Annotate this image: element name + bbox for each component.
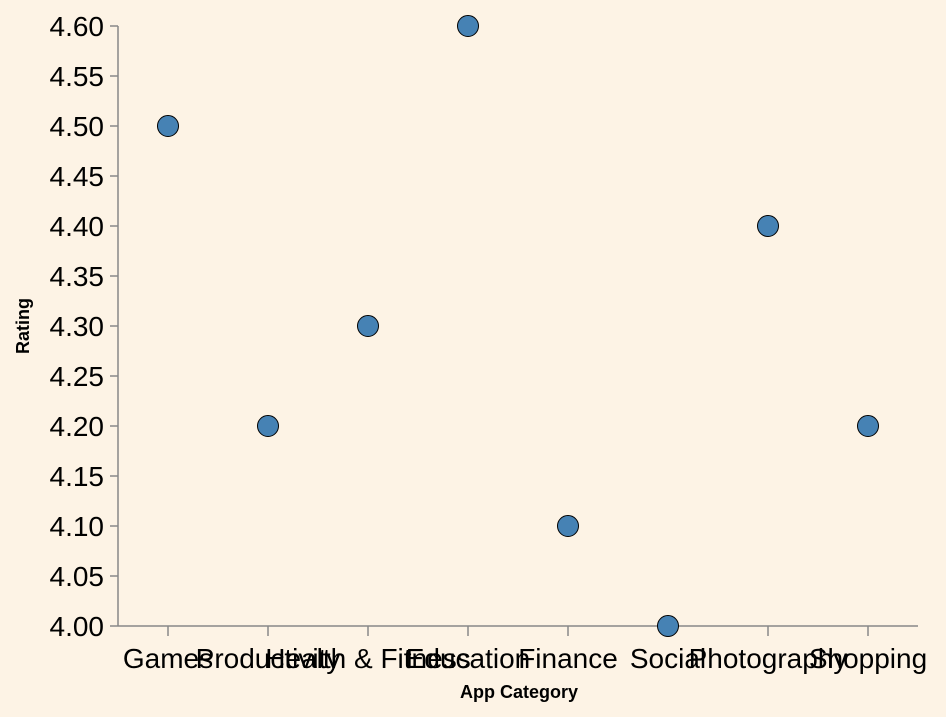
x-tick-label: Productivity [196, 643, 341, 674]
y-tick-label: 4.45 [50, 161, 105, 192]
y-tick-label: 4.10 [50, 511, 105, 542]
y-axis-title: Rating [13, 298, 33, 354]
data-point [157, 115, 179, 137]
y-tick-label: 4.60 [50, 11, 105, 42]
data-point [757, 215, 779, 237]
y-tick-label: 4.50 [50, 111, 105, 142]
y-tick-label: 4.55 [50, 61, 105, 92]
y-tick-label: 4.05 [50, 561, 105, 592]
y-tick-label: 4.35 [50, 261, 105, 292]
y-tick-label: 4.30 [50, 311, 105, 342]
x-tick-label: Shopping [809, 643, 927, 674]
data-point [357, 315, 379, 337]
y-tick-label: 4.15 [50, 461, 105, 492]
data-point [557, 515, 579, 537]
y-tick-label: 4.20 [50, 411, 105, 442]
x-tick-label: Health & Fitness [265, 643, 470, 674]
data-point [857, 415, 879, 437]
x-tick-label: Games [123, 643, 213, 674]
x-tick-label: Social [630, 643, 706, 674]
y-tick-label: 4.40 [50, 211, 105, 242]
x-tick-label: Photography [689, 643, 848, 674]
x-axis-title: App Category [460, 682, 578, 702]
x-tick-label: Finance [518, 643, 618, 674]
data-points [157, 15, 879, 637]
y-tick-label: 4.25 [50, 361, 105, 392]
y-axis: 4.00 4.05 4.10 4.15 4.20 4.25 4.30 4.35 4.40 4.45… [50, 11, 119, 642]
x-tick-label: Education [406, 643, 531, 674]
data-point [257, 415, 279, 437]
y-tick-label: 4.00 [50, 611, 105, 642]
data-point [457, 15, 479, 37]
data-point [657, 615, 679, 637]
